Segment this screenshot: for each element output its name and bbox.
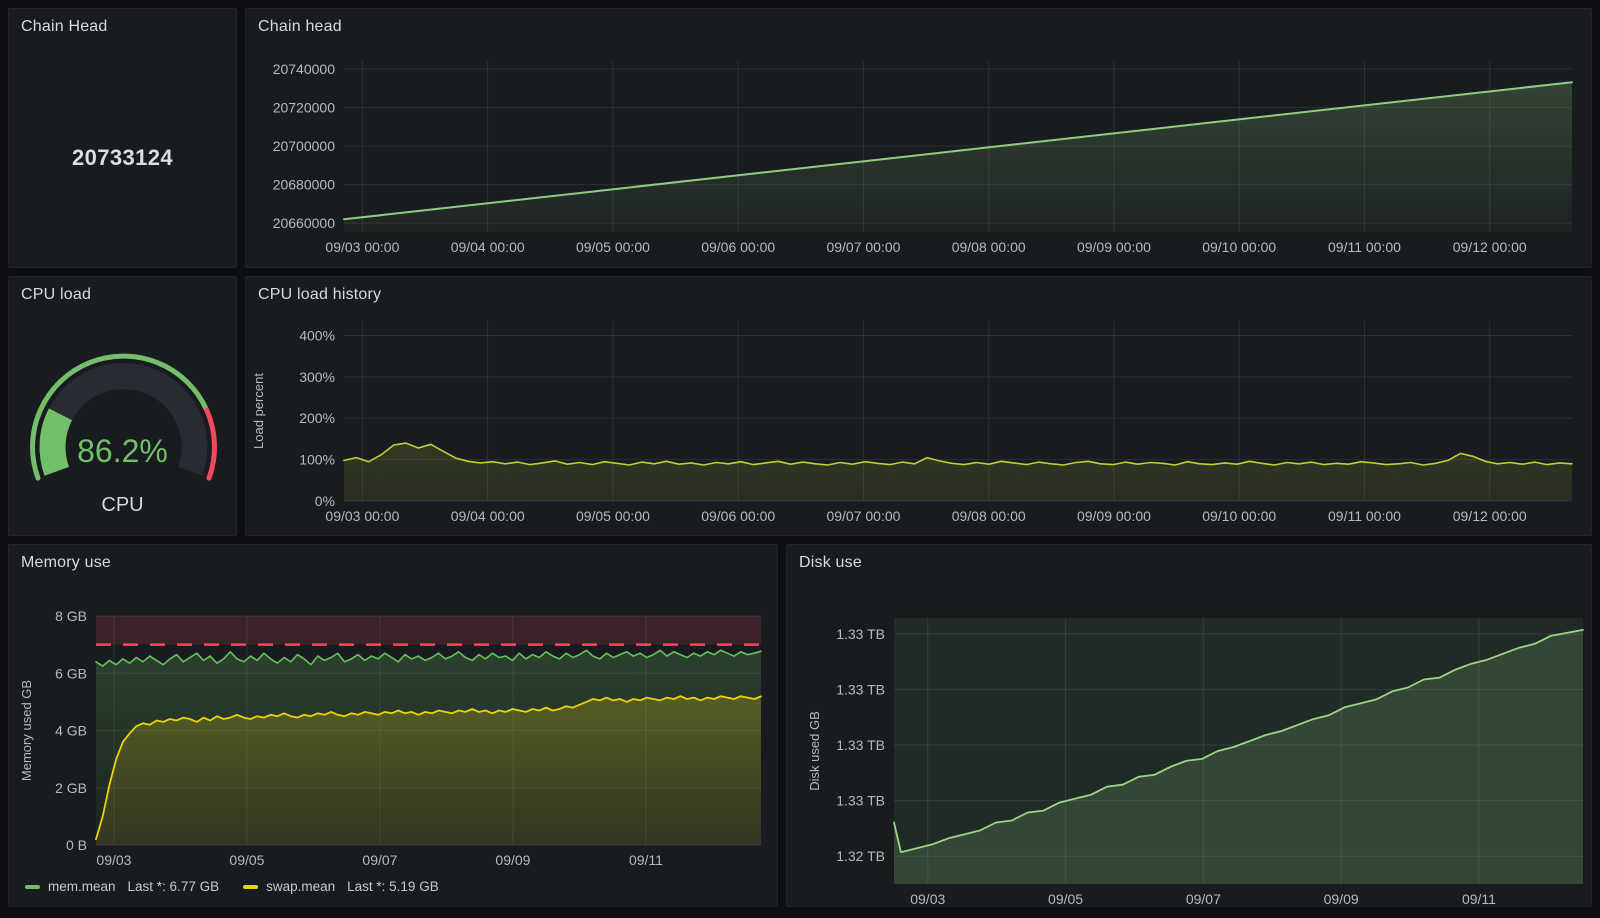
- svg-text:09/06 00:00: 09/06 00:00: [701, 508, 775, 524]
- panel-title-cpu-load[interactable]: CPU load: [21, 286, 92, 303]
- svg-text:1.33 TB: 1.33 TB: [836, 626, 885, 642]
- swap-mean-series-name: swap.mean: [266, 879, 336, 894]
- legend-item-mem-mean[interactable]: mem.mean Last *: 6.77 GB: [25, 879, 219, 894]
- svg-text:1.33 TB: 1.33 TB: [836, 793, 885, 809]
- chain-head-chart[interactable]: 09/03 00:00 09/04 00:00 09/05 00:00 09/06 0…: [246, 9, 1591, 267]
- svg-text:09/03 00:00: 09/03 00:00: [325, 239, 399, 255]
- swap-mean-series-swatch: [243, 884, 259, 889]
- svg-text:09/09 00:00: 09/09 00:00: [1077, 508, 1151, 524]
- panel-cpu-load-gauge: CPU load 86.2% CPU: [8, 276, 237, 536]
- swap-mean-last-value: Last *: 5.19 GB: [347, 879, 439, 894]
- svg-text:09/05 00:00: 09/05 00:00: [576, 508, 650, 524]
- svg-text:0%: 0%: [315, 493, 335, 509]
- svg-text:09/11: 09/11: [629, 852, 663, 868]
- svg-text:300%: 300%: [299, 369, 335, 385]
- svg-text:20720000: 20720000: [273, 99, 336, 115]
- svg-text:Disk used GB: Disk used GB: [807, 711, 822, 790]
- svg-text:Memory used GB: Memory used GB: [19, 680, 34, 781]
- svg-text:09/11 00:00: 09/11 00:00: [1328, 508, 1401, 524]
- panel-chain-head-chart: Chain head 09/03 00:00 09/04 00:00 09/05 0…: [245, 8, 1592, 268]
- svg-text:09/05: 09/05: [229, 852, 264, 868]
- svg-text:4 GB: 4 GB: [55, 723, 87, 739]
- svg-text:1.32 TB: 1.32 TB: [836, 848, 885, 864]
- svg-text:100%: 100%: [299, 452, 335, 468]
- svg-text:20700000: 20700000: [273, 138, 336, 154]
- disk-use-chart[interactable]: 09/03 09/05 09/07 09/09 09/11 1.32 TB 1.33 TB 1…: [787, 545, 1591, 906]
- svg-text:09/05 00:00: 09/05 00:00: [576, 239, 650, 255]
- cpu-gauge-label: CPU: [101, 494, 144, 516]
- svg-text:09/08 00:00: 09/08 00:00: [952, 508, 1026, 524]
- panel-disk-use: Disk use 09/03 09/05 09/07 09/09 09/11 1.32 T…: [786, 544, 1592, 907]
- svg-text:09/05: 09/05: [1048, 891, 1083, 906]
- svg-text:09/10 00:00: 09/10 00:00: [1202, 508, 1276, 524]
- mem-mean-series-name: mem.mean: [48, 879, 116, 894]
- legend-item-swap-mean[interactable]: swap.mean Last *: 5.19 GB: [243, 879, 439, 894]
- panel-chain-head-stat: Chain Head 20733124: [8, 8, 237, 268]
- svg-text:09/10 00:00: 09/10 00:00: [1202, 239, 1276, 255]
- svg-text:09/06 00:00: 09/06 00:00: [701, 239, 775, 255]
- svg-text:09/09 00:00: 09/09 00:00: [1077, 239, 1151, 255]
- svg-text:09/08 00:00: 09/08 00:00: [952, 239, 1026, 255]
- svg-text:09/09: 09/09: [495, 852, 530, 868]
- svg-text:Load percent: Load percent: [251, 373, 266, 449]
- svg-text:09/07 00:00: 09/07 00:00: [826, 508, 900, 524]
- mem-mean-series-swatch: [25, 884, 40, 889]
- svg-text:20740000: 20740000: [273, 61, 336, 77]
- panel-title-chain-head-chart[interactable]: Chain head: [258, 18, 342, 35]
- memory-use-chart[interactable]: 09/03 09/05 09/07 09/09 09/11 0 B 2 GB 4 GB 6 GB…: [9, 545, 777, 906]
- svg-text:8 GB: 8 GB: [55, 608, 87, 624]
- svg-text:09/03: 09/03: [910, 891, 945, 906]
- svg-text:09/09: 09/09: [1324, 891, 1359, 906]
- svg-text:09/12 00:00: 09/12 00:00: [1453, 508, 1527, 524]
- cpu-gauge-value: 86.2%: [77, 433, 168, 469]
- panel-title-disk-use[interactable]: Disk use: [799, 554, 862, 571]
- svg-text:09/03: 09/03: [96, 852, 131, 868]
- panel-memory-use: Memory use 09/03 09/05 09/07 09/09 09/11 0 B 2…: [8, 544, 778, 907]
- panel-title-memory-use[interactable]: Memory use: [21, 554, 112, 571]
- panel-title-chain-head-stat[interactable]: Chain Head: [21, 18, 108, 35]
- svg-text:20680000: 20680000: [273, 177, 336, 193]
- svg-text:1.33 TB: 1.33 TB: [836, 737, 885, 753]
- svg-text:09/07: 09/07: [1186, 891, 1221, 906]
- svg-text:400%: 400%: [299, 327, 335, 343]
- svg-text:09/03 00:00: 09/03 00:00: [325, 508, 399, 524]
- svg-text:200%: 200%: [299, 410, 335, 426]
- cpu-gauge: [9, 277, 236, 535]
- svg-text:09/11 00:00: 09/11 00:00: [1328, 239, 1401, 255]
- svg-text:0 B: 0 B: [66, 837, 87, 853]
- svg-text:6 GB: 6 GB: [55, 665, 87, 681]
- panel-title-cpu-load-history[interactable]: CPU load history: [258, 286, 382, 303]
- svg-text:09/07 00:00: 09/07 00:00: [826, 239, 900, 255]
- svg-text:09/12 00:00: 09/12 00:00: [1453, 239, 1527, 255]
- panel-cpu-load-history: CPU load history 09/03 00:00 09/04 00:00 0…: [245, 276, 1592, 536]
- svg-text:20660000: 20660000: [273, 215, 336, 231]
- memory-legend: mem.mean Last *: 6.77 GB swap.mean Last …: [25, 879, 439, 894]
- svg-text:09/04 00:00: 09/04 00:00: [451, 508, 525, 524]
- chain-head-stat-value: 20733124: [71, 145, 174, 170]
- svg-text:2 GB: 2 GB: [55, 780, 87, 796]
- cpu-load-history-chart[interactable]: 09/03 00:00 09/04 00:00 09/05 00:00 09/06 0…: [246, 277, 1591, 535]
- svg-text:1.33 TB: 1.33 TB: [836, 681, 885, 697]
- svg-text:09/07: 09/07: [362, 852, 397, 868]
- mem-mean-last-value: Last *: 6.77 GB: [127, 879, 220, 894]
- svg-text:09/11: 09/11: [1462, 891, 1496, 906]
- svg-text:09/04 00:00: 09/04 00:00: [451, 239, 525, 255]
